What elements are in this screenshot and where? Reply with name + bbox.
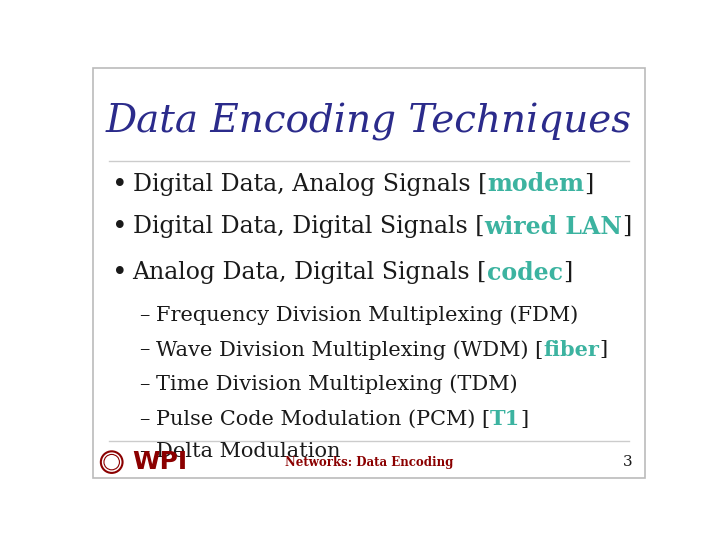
Text: Delta Modulation: Delta Modulation bbox=[156, 442, 341, 461]
Text: Wave Division Multiplexing (WDM) [: Wave Division Multiplexing (WDM) [ bbox=[156, 340, 543, 360]
Text: codec: codec bbox=[487, 261, 563, 285]
Text: ]: ] bbox=[584, 173, 593, 195]
Text: •: • bbox=[112, 214, 127, 239]
Text: –: – bbox=[139, 442, 150, 461]
Text: Time Division Multiplexing (TDM): Time Division Multiplexing (TDM) bbox=[156, 375, 518, 394]
Text: –: – bbox=[139, 409, 150, 429]
Text: –: – bbox=[139, 306, 150, 325]
Text: wired LAN: wired LAN bbox=[484, 214, 622, 239]
Text: •: • bbox=[112, 172, 127, 197]
Text: ]: ] bbox=[622, 215, 631, 238]
Text: Networks: Data Encoding: Networks: Data Encoding bbox=[285, 456, 453, 469]
Text: WPI: WPI bbox=[132, 450, 188, 474]
Text: Analog Data, Digital Signals [: Analog Data, Digital Signals [ bbox=[132, 261, 487, 284]
Text: Pulse Code Modulation (PCM) [: Pulse Code Modulation (PCM) [ bbox=[156, 409, 490, 429]
Text: –: – bbox=[139, 340, 150, 359]
FancyBboxPatch shape bbox=[93, 68, 645, 477]
Text: Data Encoding Techniques: Data Encoding Techniques bbox=[106, 103, 632, 141]
Text: Digital Data, Analog Signals [: Digital Data, Analog Signals [ bbox=[132, 173, 487, 195]
Text: T1: T1 bbox=[490, 409, 521, 429]
Text: ]: ] bbox=[521, 409, 528, 429]
Text: modem: modem bbox=[487, 172, 584, 196]
Text: –: – bbox=[139, 375, 150, 394]
Text: •: • bbox=[112, 260, 127, 285]
Text: Digital Data, Digital Signals [: Digital Data, Digital Signals [ bbox=[132, 215, 484, 238]
Text: Frequency Division Multiplexing (FDM): Frequency Division Multiplexing (FDM) bbox=[156, 305, 578, 325]
Text: ]: ] bbox=[599, 340, 607, 359]
Text: fiber: fiber bbox=[543, 340, 599, 360]
Text: ]: ] bbox=[563, 261, 572, 284]
Text: 3: 3 bbox=[623, 455, 632, 469]
